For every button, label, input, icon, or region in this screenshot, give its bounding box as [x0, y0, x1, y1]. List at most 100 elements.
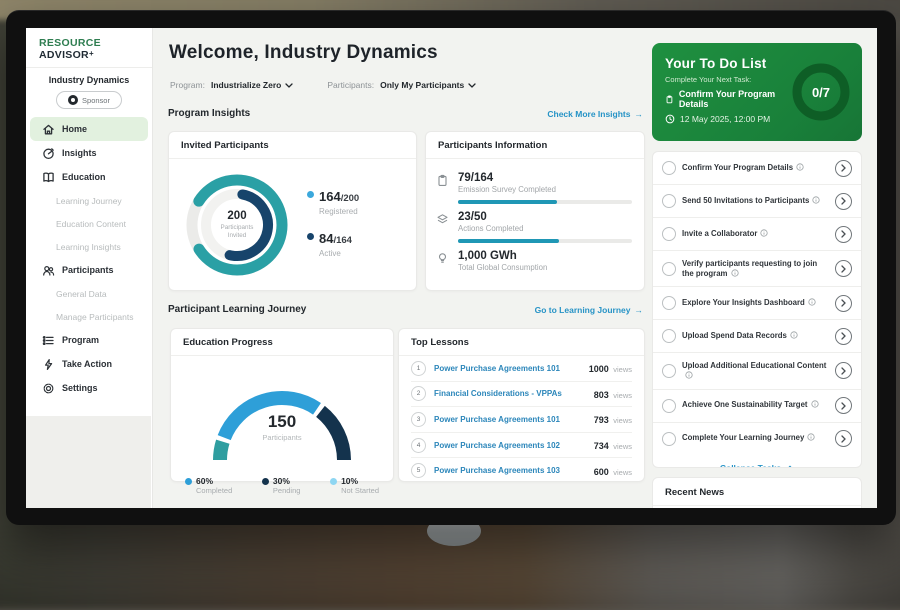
monitor-bezel: RESOURCE ADVISOR+ Industry Dynamics Spon…	[6, 10, 896, 525]
metric-value: 1,000 GWh	[458, 250, 517, 262]
task-checkbox[interactable]	[662, 194, 676, 208]
task-checkbox[interactable]	[662, 261, 676, 276]
task-go-button[interactable]	[835, 159, 852, 177]
card-title: Education Progress	[171, 329, 393, 356]
legend-dot	[330, 478, 338, 485]
task-go-button[interactable]	[835, 430, 852, 447]
invited-total-label: Participants Invited	[220, 224, 254, 239]
info-icon	[685, 371, 693, 379]
legend-dot	[307, 190, 314, 198]
task-checkbox[interactable]	[662, 398, 676, 413]
info-icon	[807, 433, 815, 442]
task-go-button[interactable]	[835, 260, 852, 278]
task-checkbox[interactable]	[662, 227, 676, 241]
check-more-insights-link[interactable]: Check More Insights →	[547, 109, 643, 119]
gauge-value: 150	[267, 412, 297, 431]
views-unit: views	[613, 416, 632, 426]
invited-chart-area: 200 Participants Invited 164/200 Registe…	[169, 159, 416, 285]
task-checkbox[interactable]	[662, 329, 676, 344]
task-row[interactable]: Complete Your Learning Journey	[653, 423, 861, 455]
section-heading: Participant Learning Journey	[168, 304, 307, 315]
sponsor-icon	[68, 95, 79, 105]
todo-due: 12 May 2025, 12:00 PM	[665, 114, 793, 124]
active-ring	[201, 189, 273, 261]
legend-pct: 10%	[341, 476, 359, 486]
task-go-button[interactable]	[835, 327, 852, 345]
task-checkbox[interactable]	[662, 296, 676, 311]
sidebar-item-education[interactable]: Education	[30, 165, 148, 189]
task-go-button[interactable]	[835, 397, 852, 414]
task-checkbox[interactable]	[662, 431, 676, 446]
collapse-tasks-link[interactable]: Collapse Tasks	[653, 455, 861, 467]
info-icon	[730, 269, 739, 277]
task-go-button[interactable]	[835, 225, 852, 243]
legend-label: Registered	[319, 206, 358, 216]
page-title: Welcome, Industry Dynamics	[169, 42, 438, 63]
actions-icon	[436, 211, 450, 243]
sidebar-item-education-content[interactable]: Education Content	[56, 218, 126, 229]
views-count: 600	[593, 466, 609, 477]
info-row: 1,000 GWh Total Global Consumption	[436, 250, 632, 272]
lesson-row: 2 Financial Considerations - VPPAs 803 v…	[411, 382, 632, 408]
gauge-label: Participants	[262, 433, 302, 442]
participants-filter-dropdown[interactable]: Only My Participants	[380, 80, 476, 90]
sidebar-item-manage-participants[interactable]: Manage Participants	[56, 311, 134, 322]
sidebar-item-take-action[interactable]: Take Action	[30, 352, 148, 376]
lesson-row: 3 Power Purchase Agreements 101 793 view…	[411, 407, 632, 433]
gauge-chart: 150 Participants	[187, 360, 377, 472]
due-label: 12 May 2025, 12:00 PM	[680, 114, 771, 124]
lesson-link[interactable]: Power Purchase Agreements 101	[434, 414, 560, 424]
filter-bar: Program: Industrialize Zero Participants…	[170, 80, 476, 90]
views-count: 793	[593, 415, 609, 426]
program-insights-header: Program Insights Check More Insights →	[168, 108, 643, 119]
task-go-button[interactable]	[835, 362, 852, 380]
task-row[interactable]: Achieve One Sustainability Target	[653, 390, 861, 423]
todo-subtitle: Complete Your Next Task:	[665, 75, 752, 84]
task-checkbox[interactable]	[662, 363, 676, 378]
program-icon	[42, 335, 54, 345]
task-row[interactable]: Upload Additional Educational Content	[653, 353, 861, 390]
participants-icon	[43, 265, 55, 276]
sidebar-item-insights[interactable]: Insights	[30, 141, 148, 165]
sidebar-item-program[interactable]: Program	[30, 328, 148, 352]
donut-chart: 200 Participants Invited	[177, 165, 297, 285]
todo-title: Your To Do List	[665, 56, 767, 71]
legend-not-started: 10% Not Started	[330, 476, 379, 495]
legend-dot	[307, 232, 314, 240]
sidebar-item-general-data[interactable]: General Data	[56, 288, 107, 299]
sidebar-item-home[interactable]: Home	[30, 117, 148, 141]
logo-advisor: ADVISOR	[39, 49, 89, 61]
lesson-link[interactable]: Power Purchase Agreements 103	[434, 466, 560, 476]
rank-badge: 1	[411, 360, 426, 376]
task-label: Verify participants requesting to join t…	[682, 258, 818, 278]
task-row[interactable]: Verify participants requesting to join t…	[653, 251, 861, 288]
sidebar-item-settings[interactable]: Settings	[30, 376, 148, 400]
lesson-link[interactable]: Financial Considerations - VPPAs	[434, 389, 562, 399]
legend-value: 164	[319, 188, 341, 204]
sidebar-item-learning-journey[interactable]: Learning Journey	[56, 195, 122, 206]
sidebar-item-learning-insights[interactable]: Learning Insights	[56, 241, 121, 252]
legend-pct: 30%	[272, 476, 290, 486]
program-filter-dropdown[interactable]: Industrialize Zero	[211, 80, 293, 90]
task-row[interactable]: Invite a Collaborator	[653, 218, 861, 251]
go-to-learning-journey-link[interactable]: Go to Learning Journey →	[535, 305, 643, 315]
task-go-button[interactable]	[835, 294, 852, 312]
arrow-right-icon: →	[634, 304, 644, 315]
todo-progress-ring: 0/7	[790, 61, 852, 123]
lesson-link[interactable]: Power Purchase Agreements 102	[434, 440, 560, 450]
task-label: Confirm Your Program Details	[682, 162, 794, 172]
metric-value: 23/50	[458, 211, 487, 223]
views-unit: views	[613, 390, 632, 400]
task-row[interactable]: Upload Spend Data Records	[653, 320, 861, 354]
chevron-up-icon	[788, 465, 793, 467]
task-row[interactable]: Explore Your Insights Dashboard	[653, 287, 861, 321]
task-row[interactable]: Confirm Your Program Details	[653, 152, 861, 185]
sidebar-item-participants[interactable]: Participants	[30, 258, 148, 282]
task-go-button[interactable]	[835, 192, 852, 210]
card-title: Invited Participants	[169, 132, 416, 159]
lesson-link[interactable]: Power Purchase Agreements 101	[434, 363, 560, 373]
legend-label: Completed	[196, 486, 233, 495]
main-content: Welcome, Industry Dynamics Program: Indu…	[152, 28, 652, 508]
task-row[interactable]: Send 50 Invitations to Participants	[653, 185, 861, 218]
task-checkbox[interactable]	[662, 161, 676, 175]
